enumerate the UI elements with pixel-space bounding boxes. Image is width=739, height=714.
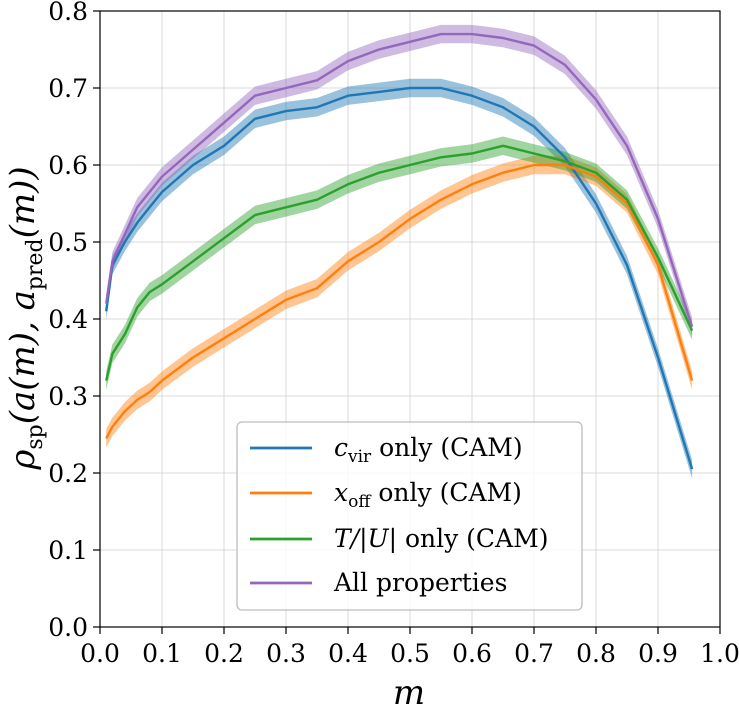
series-line-0 bbox=[105, 86, 694, 470]
legend-entry-tu: T/|U| only (CAM) bbox=[334, 524, 548, 554]
x-tick-label: 0.4 bbox=[328, 639, 368, 668]
confidence-bands bbox=[106, 24, 693, 479]
series-line-3 bbox=[105, 32, 694, 328]
y-tick-label: 0.6 bbox=[48, 151, 88, 180]
series-band-1 bbox=[106, 155, 693, 448]
x-tick-labels: 0.0 0.1 0.2 0.3 0.4 0.5 0.6 0.7 0.8 0.9 1.0 bbox=[80, 639, 739, 668]
x-axis-label: m bbox=[393, 673, 425, 713]
y-tick-label: 0.5 bbox=[48, 228, 88, 257]
y-tick-labels: 0.0 0.1 0.2 0.3 0.4 0.5 0.6 0.7 0.8 bbox=[48, 0, 88, 642]
y-axis-label: ρsp(a(m), apred(m)) bbox=[3, 166, 48, 470]
series-lines bbox=[105, 32, 694, 470]
x-tick-label: 0.0 bbox=[80, 639, 120, 668]
series-line-2 bbox=[105, 144, 694, 381]
legend-entry-xoff: xoff only (CAM) bbox=[334, 478, 522, 512]
x-tick-label: 0.7 bbox=[514, 639, 554, 668]
y-tick-label: 0.1 bbox=[48, 536, 88, 565]
y-tick-label: 0.3 bbox=[48, 382, 88, 411]
y-label-rho: ρ bbox=[3, 450, 43, 471]
legend-box bbox=[236, 421, 583, 611]
y-label-close: (m)) bbox=[3, 166, 43, 238]
axis-ticks bbox=[93, 10, 721, 634]
series-line-1 bbox=[105, 163, 694, 439]
x-tick-label: 0.1 bbox=[142, 639, 182, 668]
x-tick-label: 0.6 bbox=[452, 639, 492, 668]
y-label-pred-sub: pred bbox=[23, 238, 48, 290]
x-tick-label: 0.3 bbox=[266, 639, 306, 668]
legend: cvir only (CAM) xoff only (CAM) T/|U| on… bbox=[236, 421, 583, 611]
legend-entry-cvir: cvir only (CAM) bbox=[334, 433, 523, 467]
x-tick-label: 0.8 bbox=[576, 639, 616, 668]
y-tick-label: 0.8 bbox=[48, 0, 88, 26]
legend-entry-all: All properties bbox=[333, 568, 507, 597]
y-label-rho-sub: sp bbox=[23, 424, 48, 449]
x-tick-label: 0.5 bbox=[390, 639, 430, 668]
series-band-3 bbox=[106, 24, 693, 336]
series-band-0 bbox=[106, 78, 693, 479]
x-tick-label: 0.9 bbox=[638, 639, 678, 668]
y-tick-label: 0.2 bbox=[48, 459, 88, 488]
x-tick-label: 1.0 bbox=[700, 639, 739, 668]
y-tick-label: 0.4 bbox=[48, 305, 88, 334]
y-label-open: (a(m), a bbox=[3, 290, 43, 424]
x-tick-label: 0.2 bbox=[204, 639, 244, 668]
y-tick-label: 0.0 bbox=[48, 613, 88, 642]
y-tick-label: 0.7 bbox=[48, 74, 88, 103]
